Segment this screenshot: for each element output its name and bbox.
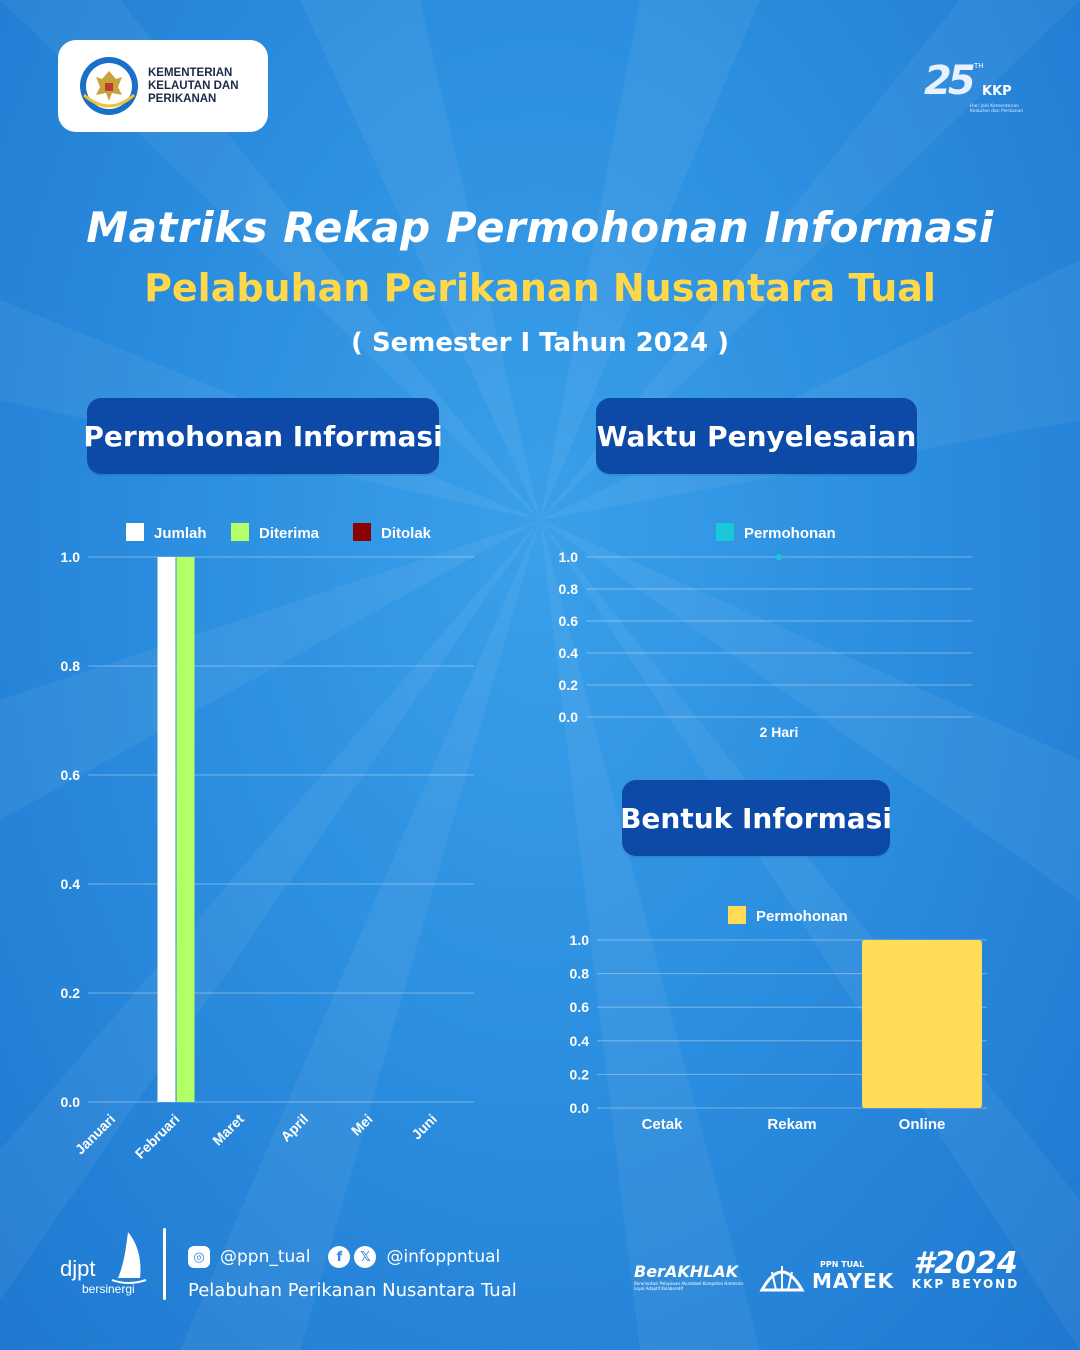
- instagram-icon[interactable]: ◎: [188, 1246, 210, 1268]
- chart1-x-tick-label: April: [277, 1111, 311, 1145]
- sail-icon: [111, 1232, 147, 1284]
- facebook-x-handle[interactable]: @infoppntual: [386, 1247, 501, 1267]
- chart1-legend-label: Diterima: [259, 525, 320, 542]
- ministry-name: KEMENTERIAN KELAUTAN DAN PERIKANAN: [148, 66, 239, 105]
- chart1-legend-swatch: [231, 523, 249, 541]
- x-icon[interactable]: 𝕏: [354, 1246, 377, 1268]
- page-title: Matriks Rekap Permohonan Informasi: [86, 203, 994, 252]
- chart2-y-tick-label: 0.8: [559, 581, 579, 597]
- chart1-legend-swatch: [353, 523, 371, 541]
- bersinergi-text: bersinergi: [82, 1282, 135, 1296]
- anniversary-tagline: Hari Jadi Kementerian Kelautan dan Perik…: [970, 104, 1024, 114]
- chart1-bar-diterima: [176, 557, 195, 1102]
- chart1-legend-label: Jumlah: [154, 525, 207, 542]
- kkp-beyond-logo: #2024 KKP BEYOND: [903, 1246, 1028, 1301]
- chart1-y-tick-label: 0.4: [61, 876, 81, 892]
- chart1-x-tick-label: Mei: [348, 1111, 376, 1139]
- footer-port-name: Pelabuhan Perikanan Nusantara Tual: [188, 1280, 517, 1301]
- chart1-bar-jumlah: [157, 557, 176, 1102]
- chart2-point: [776, 554, 782, 560]
- garuda-emblem-icon: [80, 57, 138, 115]
- anniversary-suffix: TH: [974, 62, 984, 70]
- section-waktu-label: Waktu Penyelesaian: [596, 419, 917, 453]
- berakhlak-subtext: Berorientasi Pelayanan Akuntabel Kompete…: [634, 1281, 744, 1291]
- chart1-y-tick-label: 0.6: [61, 767, 81, 783]
- berakhlak-text: BerAKHLAK: [634, 1262, 739, 1281]
- footer-divider: [163, 1228, 166, 1300]
- berakhlak-logo: BerAKHLAK Berorientasi Pelayanan Akuntab…: [634, 1262, 744, 1300]
- chart2-y-tick-label: 0.0: [559, 709, 579, 725]
- chart2-legend-swatch: [716, 523, 734, 541]
- chart1-x-tick-label: Juni: [408, 1111, 440, 1143]
- chart3-bar: [862, 940, 982, 1108]
- chart3-x-tick-label: Online: [899, 1116, 946, 1133]
- chart1-x-tick-label: Maret: [209, 1111, 247, 1149]
- chart3-y-tick-label: 0.4: [570, 1033, 590, 1049]
- djpt-logo: djpt bersinergi: [58, 1230, 158, 1302]
- chart1-legend-swatch: [126, 523, 144, 541]
- chart3-y-tick-label: 1.0: [570, 932, 590, 948]
- chart2-y-tick-label: 0.2: [559, 677, 579, 693]
- chart2-y-tick-label: 0.4: [559, 645, 579, 661]
- chart1-x-tick-label: Februari: [132, 1111, 183, 1162]
- page-subtitle: Pelabuhan Perikanan Nusantara Tual: [144, 266, 936, 310]
- djpt-text: djpt: [60, 1256, 96, 1281]
- chart1-x-tick-label: Januari: [72, 1111, 119, 1158]
- chart3-legend-swatch: [728, 906, 746, 924]
- section-permohonan-label: Permohonan Informasi: [83, 419, 443, 453]
- chart3-x-tick-label: Rekam: [767, 1116, 816, 1133]
- kkp-beyond-text: KKP BEYOND: [911, 1277, 1020, 1291]
- instagram-handle[interactable]: @ppn_tual: [220, 1247, 311, 1267]
- anniversary-number: 25: [924, 58, 976, 104]
- chart2-x-tick-label: 2 Hari: [760, 724, 799, 740]
- section-waktu-pill: Waktu Penyelesaian: [596, 398, 917, 474]
- facebook-icon[interactable]: f: [328, 1246, 351, 1268]
- chart3-y-tick-label: 0.0: [570, 1100, 590, 1116]
- shell-icon: [759, 1266, 805, 1292]
- chart1-y-tick-label: 0.2: [61, 985, 81, 1001]
- chart1-legend-label: Ditolak: [381, 525, 432, 542]
- chart3-y-tick-label: 0.8: [570, 966, 590, 982]
- chart2-legend-label: Permohonan: [744, 525, 836, 542]
- anniversary-logo: 25 TH KKP Hari Jadi Kementerian Kelautan…: [918, 58, 1028, 116]
- social-handles: ◎ @ppn_tual f 𝕏 @infoppntual: [188, 1246, 500, 1268]
- chart1-y-tick-label: 0.8: [61, 658, 81, 674]
- mayek-text: MAYEK: [812, 1269, 895, 1293]
- chart3-y-tick-label: 0.6: [570, 999, 590, 1015]
- hashtag-2024: #2024: [913, 1246, 1018, 1281]
- chart3-x-tick-label: Cetak: [642, 1116, 684, 1133]
- section-permohonan-pill: Permohonan Informasi: [83, 398, 443, 474]
- mayek-logo: PPN TUAL MAYEK: [758, 1258, 893, 1300]
- section-bentuk-pill: Bentuk Informasi: [620, 780, 892, 856]
- section-bentuk-label: Bentuk Informasi: [620, 801, 892, 835]
- chart2-y-tick-label: 0.6: [559, 613, 579, 629]
- period-label: ( Semester I Tahun 2024 ): [351, 328, 729, 358]
- chart3-y-tick-label: 0.2: [570, 1066, 590, 1082]
- chart2-y-tick-label: 1.0: [559, 549, 579, 565]
- chart3-legend-label: Permohonan: [756, 908, 848, 925]
- chart1-y-tick-label: 0.0: [61, 1094, 81, 1110]
- anniversary-brand: KKP: [982, 84, 1012, 99]
- ministry-logo: KEMENTERIAN KELAUTAN DAN PERIKANAN: [58, 40, 268, 132]
- mayek-top-text: PPN TUAL: [820, 1260, 865, 1269]
- chart1-y-tick-label: 1.0: [61, 549, 81, 565]
